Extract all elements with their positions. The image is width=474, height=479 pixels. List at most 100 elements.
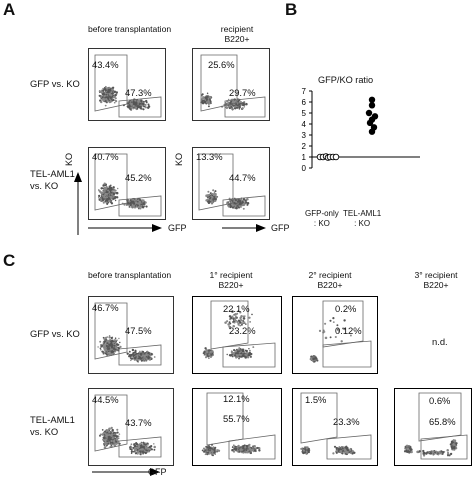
x-category-2-line2: : KO	[354, 219, 371, 228]
panel-a-plot-2: 25.6% 29.7%	[192, 48, 270, 121]
panel-c-col-1: 1° recipient B220+	[209, 270, 253, 290]
gate-upper-pct: 43.4%	[92, 59, 119, 70]
gate-upper-pct: 13.3%	[196, 151, 223, 162]
panel-c-plot-1: 46.7% 47.5%	[88, 296, 174, 374]
gate-lower-pct: 23.2%	[229, 325, 256, 336]
y-tick-label: 3	[302, 131, 307, 140]
panel-a-axes	[74, 172, 266, 235]
panel-c-plot-7: 1.5% 23.3%	[292, 388, 378, 466]
y-tick-label: 7	[302, 87, 307, 96]
x-category-1-line1: GFP-only	[305, 209, 339, 218]
not-determined-label: n.d.	[432, 336, 448, 347]
x-category-2: TEL-AML1 : KO	[343, 209, 381, 229]
x-category-2-line1: TEL-AML1	[343, 209, 382, 218]
panel-a-row2-label: TEL-AML1 vs. KO	[30, 168, 75, 191]
panel-c-plot-5: 44.5% 43.7%	[88, 388, 174, 466]
x-category-1-line2: : KO	[313, 219, 330, 228]
gate-upper-pct: 0.6%	[429, 395, 451, 406]
gate-outline	[94, 302, 128, 360]
gate-upper-pct: 12.1%	[223, 393, 250, 404]
gate-lower-pct: 23.3%	[333, 416, 360, 427]
panel-a-xlabel-1: GFP	[168, 223, 187, 233]
panel-c-col-2: 2° recipient B220+	[308, 270, 352, 290]
point-gfp-only	[332, 153, 340, 161]
y-tick-label: 4	[302, 120, 307, 129]
panel-a-col-before: before transplantation	[88, 24, 172, 34]
gate-outline	[224, 96, 266, 118]
gate-outline	[94, 153, 128, 211]
gate-outline	[94, 54, 128, 112]
y-tick-label: 5	[302, 109, 307, 118]
gate-lower-pct: 43.7%	[125, 417, 152, 428]
gate-outline	[326, 434, 372, 460]
ratio-chart: 0 1 2 3 4 5 6 7	[302, 87, 420, 173]
y-tick-label: 0	[302, 164, 307, 173]
gate-lower-pct: 44.7%	[229, 172, 256, 183]
gate-outline	[322, 300, 364, 348]
events-cloud	[202, 310, 255, 360]
gate-outline	[420, 434, 468, 460]
events-cloud	[201, 443, 261, 457]
gate-upper-pct: 1.5%	[305, 394, 327, 405]
panel-a-ylabel-2: KO	[174, 152, 184, 166]
panel-c-col-before: before transplantation	[88, 270, 172, 280]
panel-b-letter: B	[285, 0, 298, 19]
gate-outline	[118, 96, 162, 118]
gate-upper-pct: 40.7%	[92, 151, 119, 162]
gate-outline	[322, 340, 372, 368]
point-tel-aml1	[366, 119, 374, 127]
point-tel-aml1	[368, 102, 376, 109]
gate-outline	[222, 195, 266, 217]
gate-upper-pct: 25.6%	[208, 59, 235, 70]
panel-c-xlabel: GFP	[148, 467, 167, 477]
events-cloud	[300, 445, 356, 456]
events-cloud	[97, 335, 156, 363]
gate-outline	[94, 394, 128, 452]
y-tick-label: 1	[302, 153, 307, 162]
gate-outline	[210, 300, 249, 350]
y-tick-label: 2	[302, 142, 307, 151]
gate-upper-pct: 0.2%	[335, 303, 357, 314]
panel-c-plot-3: 0.2% 0.12%	[292, 296, 378, 374]
panel-c-row1-label: GFP vs. KO	[30, 328, 80, 339]
gate-lower-pct: 47.3%	[125, 87, 152, 98]
panel-c-x-arrow	[92, 468, 160, 476]
panel-a-row1-label: GFP vs. KO	[30, 78, 80, 89]
panel-c-plot-6: 12.1% 55.7%	[192, 388, 282, 466]
events-cloud	[309, 317, 352, 363]
events-cloud	[99, 426, 156, 456]
gate-outline	[118, 436, 162, 458]
gate-lower-pct: 29.7%	[229, 87, 256, 98]
panel-a-plot-3: 40.7% 45.2%	[88, 147, 166, 220]
events-cloud	[403, 439, 458, 457]
gate-outline	[200, 54, 238, 112]
gate-upper-pct: 44.5%	[92, 394, 119, 405]
panel-c-col-3: 3° recipient B220+	[414, 270, 458, 290]
panel-a-xlabel-2: GFP	[271, 223, 290, 233]
panel-c-row2-label: TEL-AML1 vs. KO	[30, 414, 75, 437]
panel-a-letter: A	[3, 0, 16, 19]
point-tel-aml1	[368, 96, 376, 103]
y-tick-label: 6	[302, 98, 307, 107]
point-tel-aml1	[368, 128, 376, 135]
gate-lower-pct: 47.5%	[125, 325, 152, 336]
gate-lower-pct: 0.12%	[335, 325, 362, 336]
gate-upper-pct: 22.1%	[223, 303, 250, 314]
gate-outline	[118, 344, 162, 366]
gate-outline	[418, 392, 462, 442]
gate-lower-pct: 55.7%	[223, 413, 250, 424]
panel-a-col-recipient: recipient B220+	[220, 24, 254, 44]
gate-lower-pct: 45.2%	[125, 172, 152, 183]
gate-lower-pct: 65.8%	[429, 416, 456, 427]
gate-outline	[228, 434, 276, 460]
gate-outline	[198, 153, 234, 211]
gate-outline	[300, 392, 338, 444]
panel-a-plot-4: 13.3% 44.7%	[192, 147, 270, 220]
panel-a-ylabel-1: KO	[64, 152, 74, 166]
events-cloud	[200, 92, 248, 111]
gate-outline	[118, 195, 162, 217]
panel-a-plot-1: 43.4% 47.3%	[88, 48, 166, 121]
events-cloud	[205, 189, 250, 210]
point-tel-aml1	[365, 109, 373, 117]
events-cloud	[98, 85, 151, 111]
